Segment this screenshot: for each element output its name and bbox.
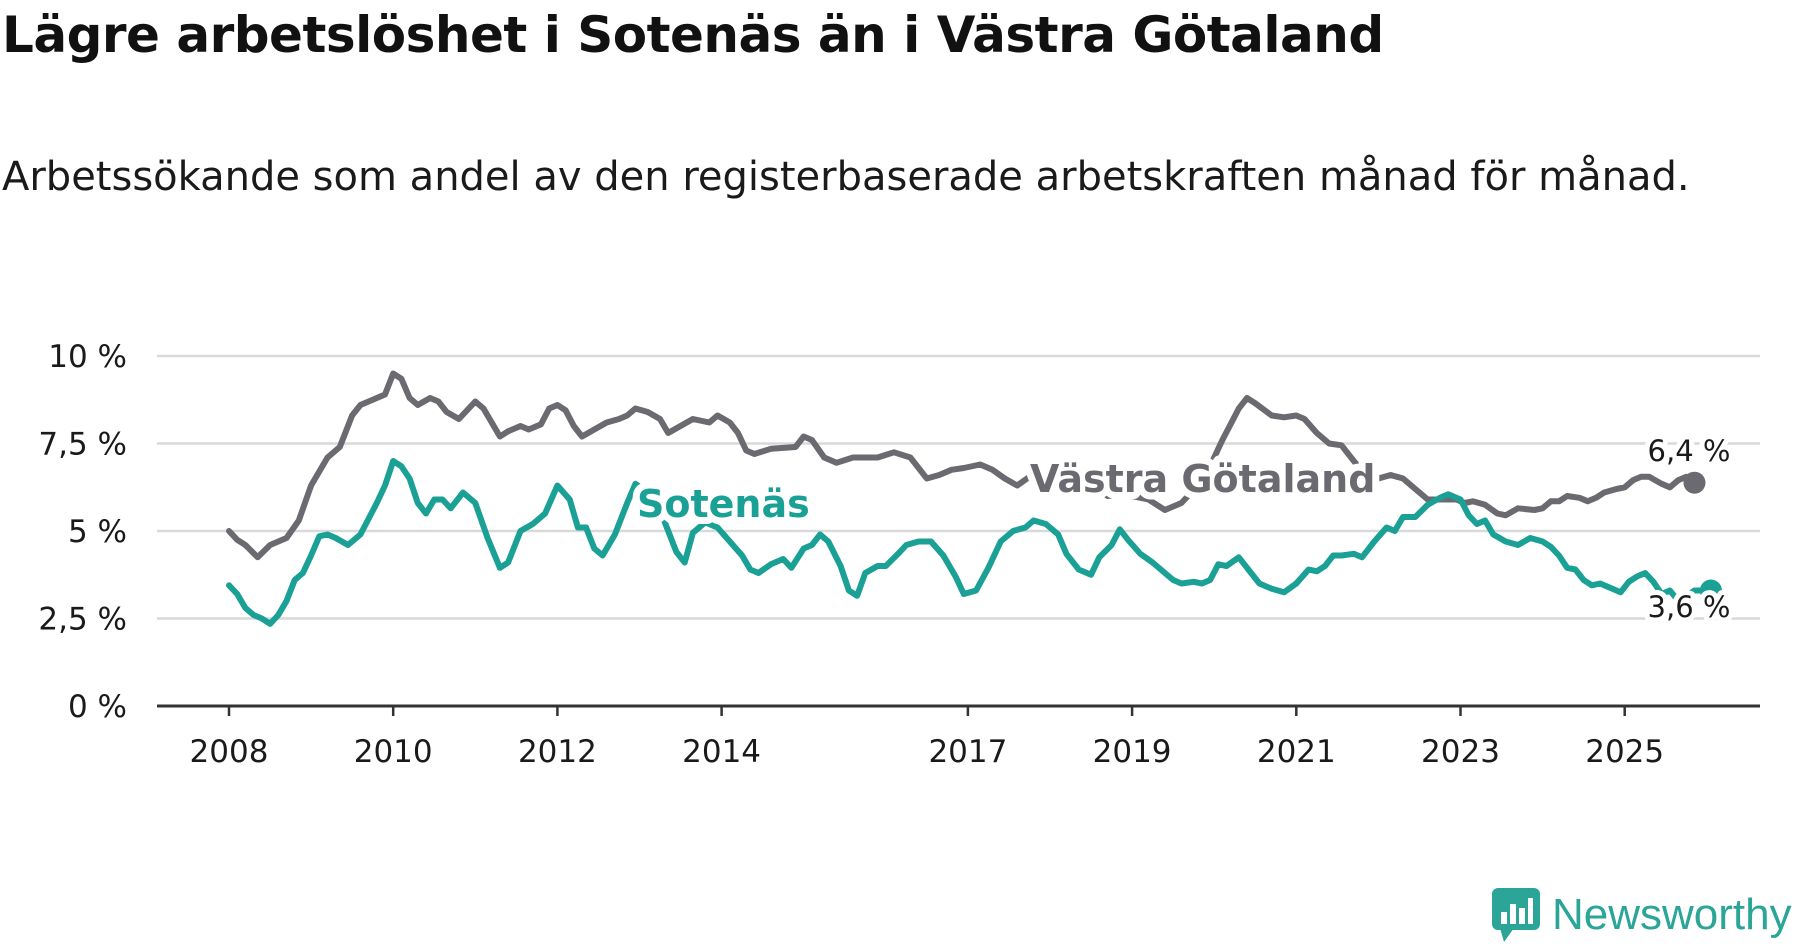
y-tick-label: 7,5 % xyxy=(38,427,127,463)
svg-text:6,4 %: 6,4 % xyxy=(1648,434,1731,468)
x-tick-label: 2014 xyxy=(682,734,761,770)
svg-text:Västra Götaland: Västra Götaland xyxy=(1030,457,1375,501)
svg-text:Sotenäs: Sotenäs xyxy=(637,482,810,526)
chart-title: Lägre arbetslöshet i Sotenäs än i Västra… xyxy=(2,6,1384,64)
y-tick-label: 0 % xyxy=(68,689,127,725)
newsworthy-logo: Newsworthy xyxy=(1492,888,1792,942)
y-tick-label: 5 % xyxy=(68,514,127,550)
y-axis-ticks: 0 % 2,5 % 5 % 7,5 % 10 % xyxy=(38,339,127,725)
svg-text:3,6 %: 3,6 % xyxy=(1648,590,1731,624)
newsworthy-icon xyxy=(1492,888,1540,942)
svg-text:Västra Götaland: Västra Götaland xyxy=(1030,457,1375,501)
svg-text:6,4 %: 6,4 % xyxy=(1648,434,1731,468)
sotenas-line xyxy=(226,458,1714,627)
sotenas-end-point xyxy=(1699,579,1722,602)
y-tick-label: 2,5 % xyxy=(38,602,127,638)
end-label-vastra-gotaland: 6,4 %6,4 % xyxy=(1643,429,1736,473)
series-lines xyxy=(226,370,1722,627)
end-label-sotenas: 3,6 %3,6 % xyxy=(1643,585,1736,629)
x-tick-label: 2019 xyxy=(1093,734,1172,770)
vastra-gotaland-line xyxy=(226,370,1698,561)
x-tick-label: 2012 xyxy=(518,734,597,770)
x-tick-label: 2008 xyxy=(190,734,269,770)
svg-text:Sotenäs: Sotenäs xyxy=(637,482,810,526)
x-axis-ticks: 2008 2010 2012 2014 2017 2019 2021 2023 2025 xyxy=(157,704,1760,770)
svg-text:3,6 %: 3,6 % xyxy=(1648,590,1731,624)
x-tick-label: 2010 xyxy=(354,734,433,770)
y-tick-label: 10 % xyxy=(48,339,127,375)
x-tick-label: 2025 xyxy=(1585,734,1664,770)
vastra-gotaland-end-point xyxy=(1683,471,1706,494)
x-tick-label: 2023 xyxy=(1421,734,1500,770)
x-tick-label: 2021 xyxy=(1257,734,1336,770)
brand-name: Newsworthy xyxy=(1552,890,1792,939)
x-tick-label: 2017 xyxy=(928,734,1007,770)
chart-subtitle: Arbetssökande som andel av den registerb… xyxy=(2,154,1690,200)
